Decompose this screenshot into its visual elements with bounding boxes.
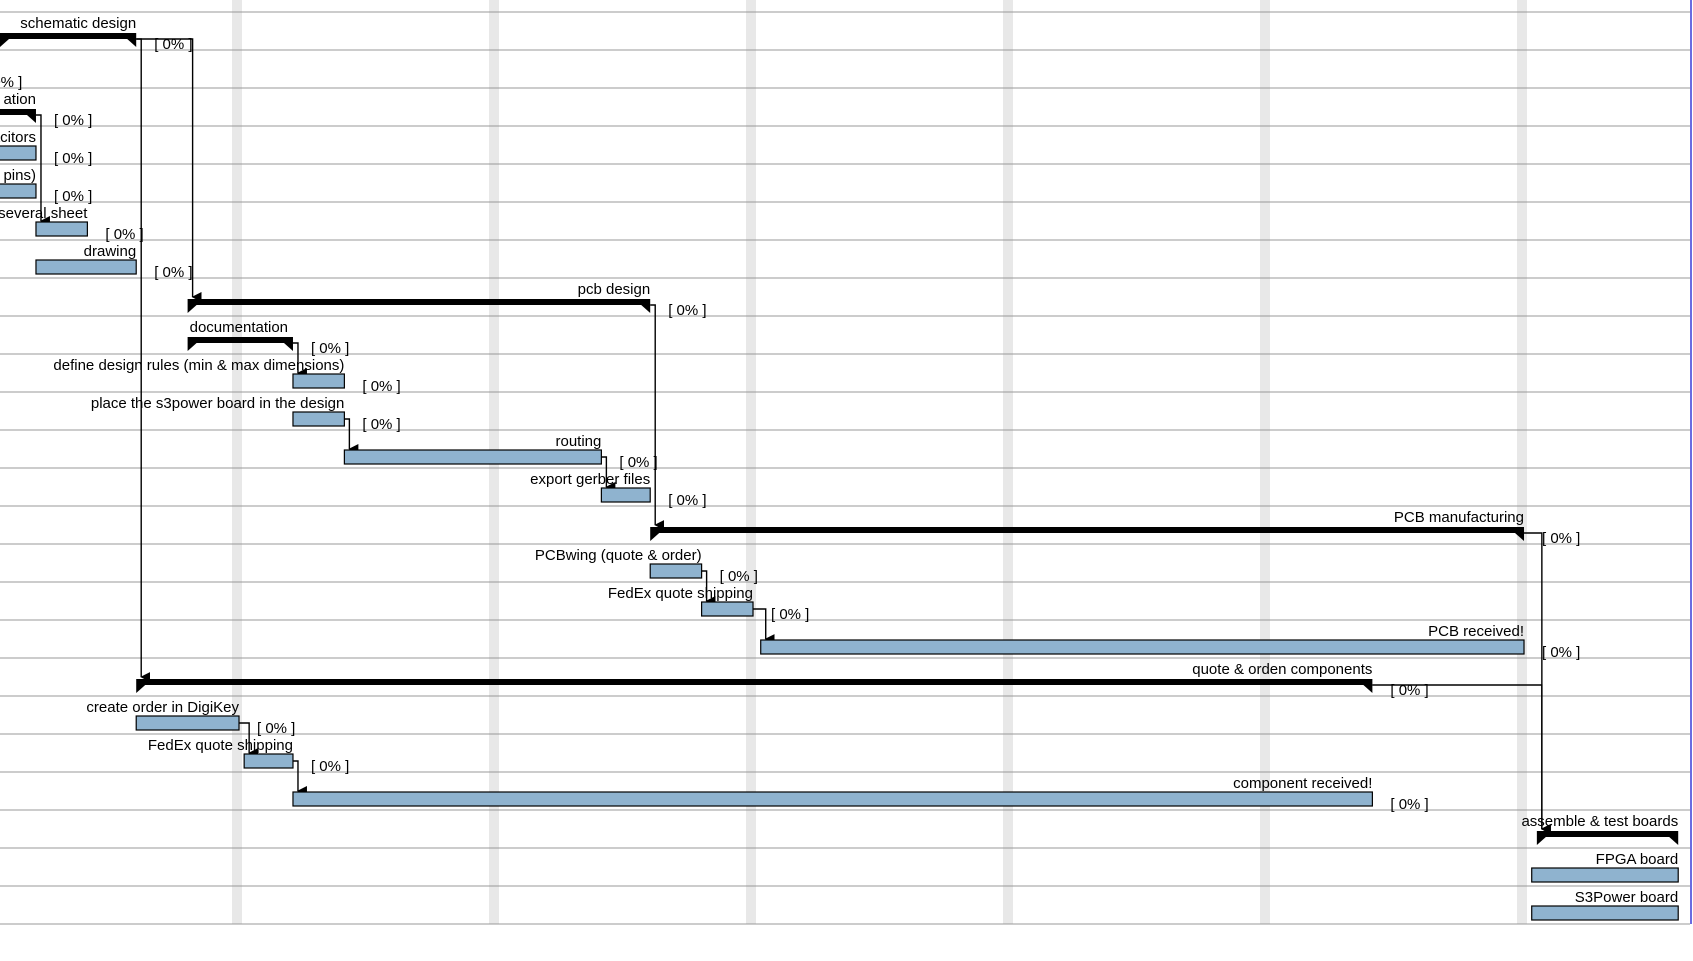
task-label: define design rules (min & max dimension… bbox=[53, 357, 344, 374]
column-band bbox=[232, 0, 242, 924]
percent-label: [ 0% ] bbox=[311, 340, 349, 357]
dependency-arrow bbox=[1372, 684, 1551, 834]
task-bar[interactable] bbox=[135, 715, 240, 731]
percent-label: [ 0% ] bbox=[720, 568, 758, 585]
summary-bar[interactable] bbox=[187, 337, 293, 351]
dependency-arrow bbox=[239, 722, 259, 758]
summary-bar[interactable] bbox=[0, 33, 137, 47]
task-bar[interactable] bbox=[343, 449, 602, 465]
task-label: schematic design bbox=[20, 15, 136, 32]
task-label: documentation bbox=[190, 319, 288, 336]
task-bar[interactable] bbox=[292, 411, 345, 427]
task-label: several sheet bbox=[0, 205, 88, 222]
task-label: quote & orden components bbox=[1192, 661, 1372, 678]
task-label: PCB manufacturing bbox=[1394, 509, 1524, 526]
column-band bbox=[1260, 0, 1270, 924]
summary-bar[interactable] bbox=[1536, 831, 1679, 845]
task-label: assemble & test boards bbox=[1521, 813, 1678, 830]
percent-label: [ 0% ] bbox=[1390, 682, 1428, 699]
task-bar[interactable] bbox=[1531, 867, 1679, 883]
summary-bar[interactable] bbox=[187, 299, 651, 313]
dependency-arrow bbox=[35, 114, 50, 226]
column-band bbox=[1003, 0, 1013, 924]
dependency-arrow bbox=[136, 38, 202, 302]
dependency-arrow bbox=[292, 342, 307, 378]
summary-bar[interactable] bbox=[0, 109, 36, 123]
percent-label: [ 0% ] bbox=[154, 36, 192, 53]
percent-label: [ 0% ] bbox=[311, 758, 349, 775]
task-bar[interactable] bbox=[0, 145, 37, 161]
task-label: S3Power board bbox=[1575, 889, 1678, 906]
task-bar[interactable] bbox=[292, 373, 345, 389]
percent-label: [ 0% ] bbox=[362, 378, 400, 395]
task-label: PCBwing (quote & order) bbox=[535, 547, 702, 564]
task-bar[interactable] bbox=[243, 753, 294, 769]
dependency-arrow bbox=[753, 608, 775, 644]
task-label: drawing bbox=[84, 243, 137, 260]
dependency-arrow bbox=[136, 38, 151, 682]
column-band bbox=[1517, 0, 1527, 924]
percent-label: [ 0% ] bbox=[668, 302, 706, 319]
task-bar[interactable] bbox=[600, 487, 651, 503]
summary-bar[interactable] bbox=[650, 527, 1525, 541]
task-bar[interactable] bbox=[649, 563, 703, 579]
task-bar[interactable] bbox=[1531, 905, 1679, 921]
percent-label: [ 0% ] bbox=[619, 454, 657, 471]
percent-label: [ 0% ] bbox=[105, 226, 143, 243]
task-bar[interactable] bbox=[701, 601, 754, 617]
task-label: PCB received! bbox=[1428, 623, 1524, 640]
dependency-arrow bbox=[701, 570, 716, 606]
percent-label: [ 0% ] bbox=[257, 720, 295, 737]
dependency-arrow bbox=[292, 760, 307, 796]
percent-label: [ 0% ] bbox=[771, 606, 809, 623]
percent-label: [ 0% ] bbox=[362, 416, 400, 433]
percent-label: [ 0% ] bbox=[1542, 530, 1580, 547]
dependency-arrow bbox=[601, 456, 616, 492]
task-label: create order in DigiKey bbox=[86, 699, 239, 716]
percent-label: [ 0% ] bbox=[1390, 796, 1428, 813]
task-label: export gerber files bbox=[530, 471, 650, 488]
task-label: acitors bbox=[0, 129, 36, 146]
task-bar[interactable] bbox=[0, 183, 37, 199]
task-label: FedEx quote shipping bbox=[608, 585, 753, 602]
task-label: FPGA board bbox=[1596, 851, 1679, 868]
percent-label: [ 0% ] bbox=[154, 264, 192, 281]
percent-label: [ 0% ] bbox=[1542, 644, 1580, 661]
summary-bar[interactable] bbox=[136, 679, 1373, 693]
task-label: component received! bbox=[1233, 775, 1372, 792]
column-band bbox=[746, 0, 756, 924]
task-label: FedEx quote shipping bbox=[148, 737, 293, 754]
percent-label: 0% ] bbox=[0, 74, 22, 91]
task-bar[interactable] bbox=[35, 259, 137, 275]
task-label: ation bbox=[3, 91, 36, 108]
dependency-arrow bbox=[344, 418, 359, 454]
task-label: s pins) bbox=[0, 167, 36, 184]
dependency-arrow bbox=[650, 304, 665, 530]
percent-label: [ 0% ] bbox=[54, 150, 92, 167]
task-bar[interactable] bbox=[292, 791, 1373, 807]
task-label: pcb design bbox=[578, 281, 651, 298]
task-label: routing bbox=[556, 433, 602, 450]
percent-label: [ 0% ] bbox=[668, 492, 706, 509]
percent-label: [ 0% ] bbox=[54, 112, 92, 129]
task-bar[interactable] bbox=[35, 221, 88, 237]
percent-label: [ 0% ] bbox=[54, 188, 92, 205]
task-bar[interactable] bbox=[760, 639, 1525, 655]
task-label: place the s3power board in the design bbox=[91, 395, 345, 412]
